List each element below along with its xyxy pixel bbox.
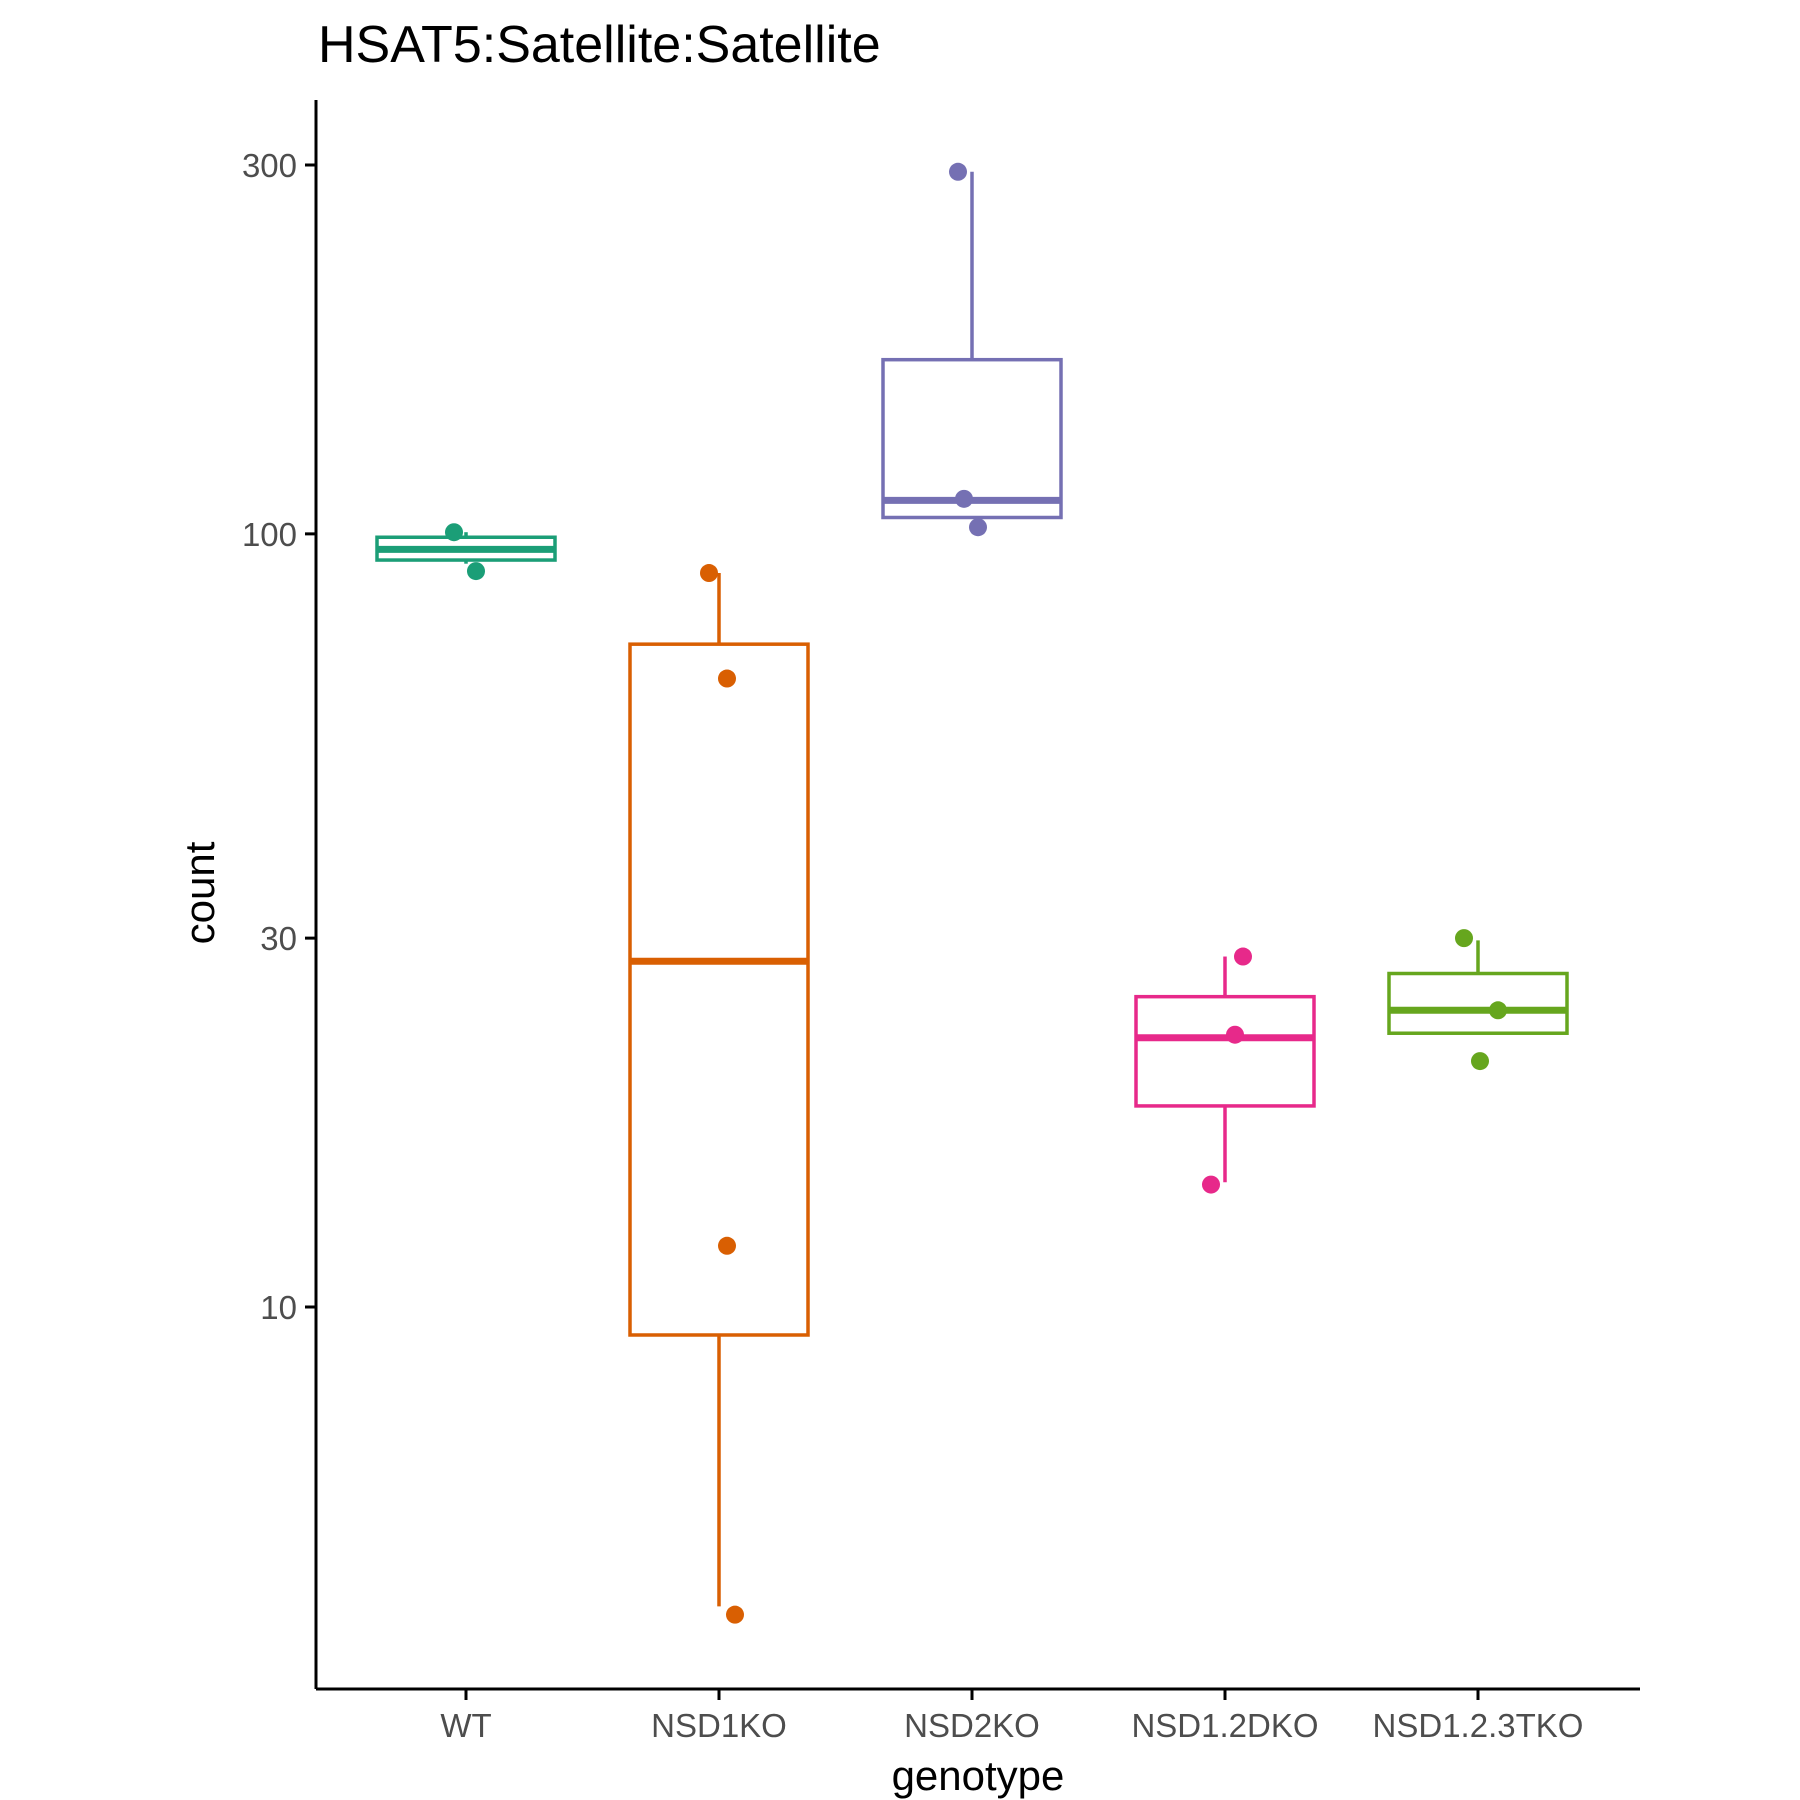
y-tick-label: 30 <box>260 920 297 957</box>
data-point <box>955 489 973 508</box>
box <box>881 357 1063 520</box>
box-group-nsd1-2dko <box>1134 947 1316 1194</box>
data-point <box>949 162 967 181</box>
data-point <box>718 1236 736 1255</box>
plot-area <box>375 162 1569 1624</box>
box-group-nsd2ko <box>881 162 1063 537</box>
data-point <box>1489 1001 1507 1020</box>
data-point <box>1455 929 1473 948</box>
data-point <box>700 564 718 583</box>
data-point <box>467 562 485 581</box>
y-axis-title: count <box>176 841 223 944</box>
box <box>1387 971 1569 1035</box>
x-tick-label: NSD1.2.3TKO <box>1373 1707 1584 1744</box>
box <box>628 642 810 1337</box>
data-point <box>969 518 987 537</box>
chart-title: HSAT5:Satellite:Satellite <box>318 16 881 74</box>
x-axis-title: genotype <box>892 1752 1065 1799</box>
x-tick-label: NSD1.2DKO <box>1131 1707 1318 1744</box>
x-axis-ticks: WT NSD1KO NSD2KO NSD1.2DKO NSD1.2.3TKO <box>440 1689 1583 1744</box>
data-point <box>1234 947 1252 966</box>
data-point <box>445 523 463 542</box>
data-point <box>1471 1052 1489 1071</box>
data-point <box>718 669 736 688</box>
x-tick-label: NSD2KO <box>904 1707 1040 1744</box>
y-tick-label: 10 <box>260 1289 297 1326</box>
x-tick-label: NSD1KO <box>651 1707 787 1744</box>
box-group-nsd1ko <box>628 564 810 1624</box>
data-point <box>1202 1175 1220 1194</box>
y-axis-ticks: 10 30 100 300 <box>242 147 316 1326</box>
data-point <box>726 1605 744 1624</box>
box <box>1134 994 1316 1108</box>
y-tick-label: 300 <box>242 147 297 184</box>
box-group-wt <box>375 523 557 581</box>
y-tick-label: 100 <box>242 516 297 553</box>
data-point <box>1226 1025 1244 1044</box>
box-group-nsd1-2-3tko <box>1387 929 1569 1071</box>
x-tick-label: WT <box>440 1707 491 1744</box>
